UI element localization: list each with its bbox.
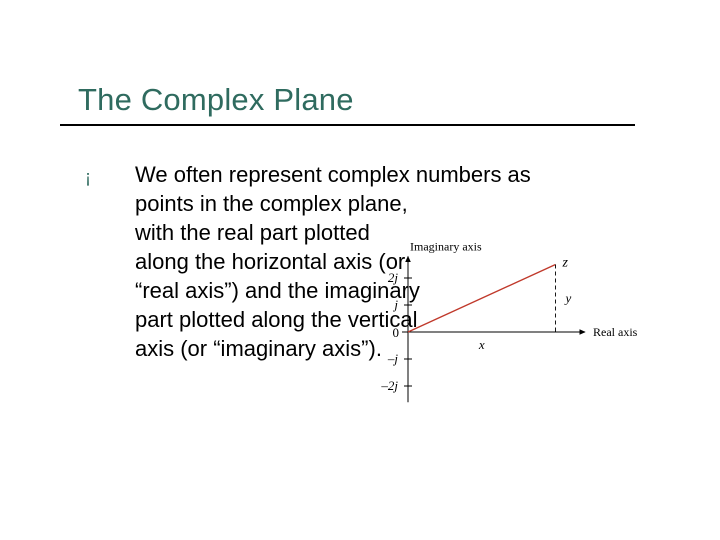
body-line1: We often represent complex numbers as (135, 162, 531, 187)
svg-text:Real axis: Real axis (593, 325, 638, 339)
complex-plane-figure: 2j j –j –2j 0 z y x Imaginary axis Real axis (350, 192, 660, 422)
svg-text:–j: –j (387, 351, 399, 366)
bullet-marker: ¡ (85, 168, 91, 186)
svg-text:–2j: –2j (380, 378, 398, 393)
slide: The Complex Plane ¡ We often represent c… (0, 0, 720, 540)
svg-text:y: y (564, 290, 572, 305)
svg-text:2j: 2j (388, 270, 399, 285)
svg-text:0: 0 (393, 325, 400, 340)
svg-text:Imaginary axis: Imaginary axis (410, 239, 482, 253)
svg-text:x: x (478, 337, 485, 352)
slide-title: The Complex Plane (78, 82, 354, 118)
svg-text:z: z (562, 256, 569, 271)
title-underline (60, 124, 635, 126)
svg-text:j: j (392, 297, 398, 312)
